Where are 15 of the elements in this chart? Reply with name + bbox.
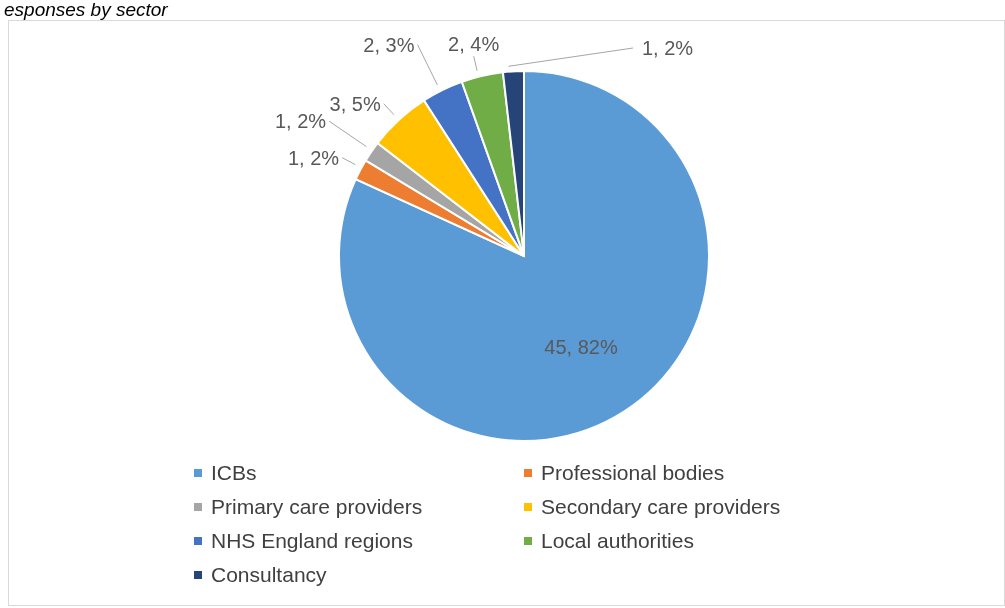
chart-title: esponses by sector: [4, 0, 169, 20]
legend-label: Consultancy: [211, 563, 327, 587]
data-label: 2, 3%: [363, 33, 415, 56]
legend-label: ICBs: [211, 461, 257, 485]
data-label: 45, 82%: [544, 336, 618, 359]
legend-label: Primary care providers: [211, 495, 423, 519]
data-label: 1, 2%: [642, 37, 694, 59]
data-label: 3, 5%: [329, 92, 381, 115]
legend-label: Local authorities: [541, 529, 694, 553]
legend-label: Professional bodies: [541, 461, 725, 485]
legend-label: Secondary care providers: [541, 495, 781, 519]
legend-label: NHS England regions: [211, 529, 413, 553]
data-label: 1, 2%: [274, 110, 327, 133]
data-label: 1, 2%: [287, 146, 340, 169]
data-label: 2, 4%: [448, 33, 500, 56]
